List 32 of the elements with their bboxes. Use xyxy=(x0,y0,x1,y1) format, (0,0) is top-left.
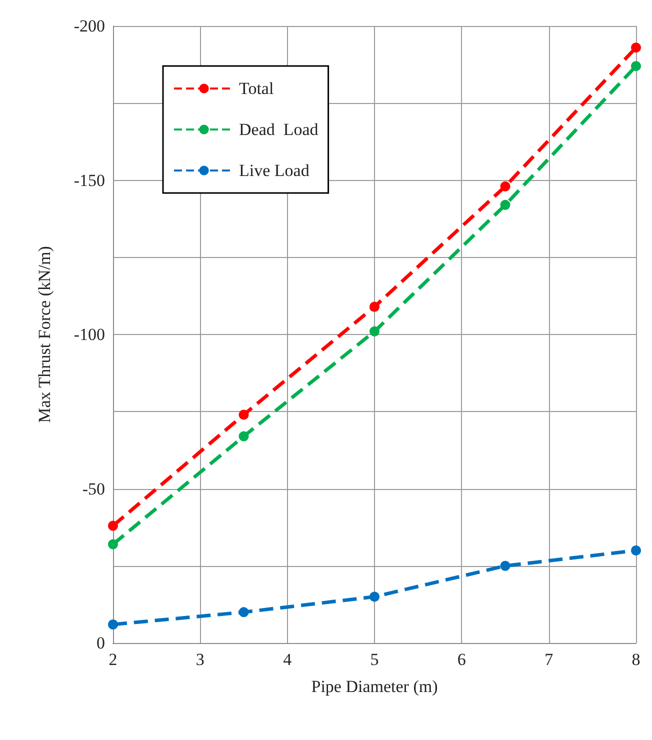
legend-label: Live Load xyxy=(239,161,310,180)
point xyxy=(108,539,118,550)
legend-label: Total xyxy=(239,79,274,98)
point xyxy=(238,607,249,618)
point xyxy=(370,302,380,312)
point xyxy=(500,560,510,571)
y-tick-label: -200 xyxy=(74,16,105,36)
x-tick-label: 7 xyxy=(544,650,554,669)
x-tick-label: 2 xyxy=(108,650,118,669)
x-tick-label: 3 xyxy=(196,650,204,669)
x-tick-label: 8 xyxy=(632,650,640,669)
point xyxy=(238,410,249,420)
point xyxy=(108,520,118,531)
y-tick-label: -150 xyxy=(74,170,105,190)
point xyxy=(108,619,118,630)
point xyxy=(631,545,641,556)
point xyxy=(370,592,380,602)
point xyxy=(370,326,380,336)
y-tick-label: -50 xyxy=(82,479,105,498)
point xyxy=(500,181,510,192)
x-tick-label: 6 xyxy=(457,650,466,669)
legend-label: Dead Load xyxy=(239,120,319,139)
point xyxy=(631,42,641,53)
x-tick-label: 5 xyxy=(370,650,379,669)
y-tick-label: 0 xyxy=(96,634,105,652)
x-axis-title: Pipe Diameter (m) xyxy=(311,677,438,696)
x-tick-label: 4 xyxy=(283,650,292,669)
point xyxy=(631,61,641,72)
y-axis-title: Max Thrust Force (kN/m) xyxy=(35,246,54,423)
point xyxy=(238,431,249,442)
y-tick-label: -100 xyxy=(74,325,105,344)
point xyxy=(500,200,510,210)
